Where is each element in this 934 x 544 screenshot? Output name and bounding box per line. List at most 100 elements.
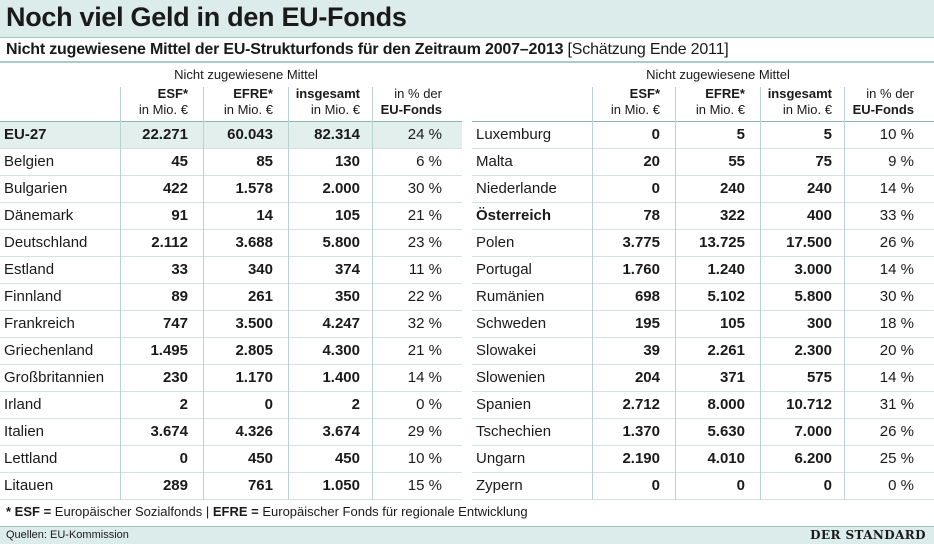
cell-pct: 15 % [407, 477, 442, 494]
country-name: Großbritannien [4, 369, 105, 386]
cell-pct: 32 % [407, 315, 442, 332]
cell-total: 17.500 [786, 234, 832, 251]
cell-pct: 14 % [879, 261, 914, 278]
table-row: Schweden 195 105 300 18 % [472, 311, 934, 338]
right-header-rule [472, 121, 934, 122]
right-col-header-total: insgesamt in Mio. € [750, 86, 832, 120]
cell-pct: 0 % [416, 396, 442, 413]
left-header-rule [0, 121, 462, 122]
page-title: Noch viel Geld in den EU-Fonds [6, 2, 407, 32]
cell-esf: 78 [643, 207, 660, 224]
cell-total: 350 [334, 288, 360, 305]
table-row: Polen 3.775 13.725 17.500 26 % [472, 230, 934, 257]
right-column-divider [844, 87, 845, 500]
cell-efre: 4.326 [235, 423, 273, 440]
country-name: Bulgarien [4, 180, 68, 197]
col-header-main: ESF* [157, 86, 188, 101]
source-text: Quellen: EU-Kommission [6, 529, 129, 541]
country-name: Niederlande [476, 180, 557, 197]
cell-efre: 340 [247, 261, 273, 278]
table-row: Estland 33 340 374 11 % [0, 257, 462, 284]
table-row: Italien 3.674 4.326 3.674 29 % [0, 419, 462, 446]
left-col-header-esf: ESF* in Mio. € [118, 86, 188, 120]
publisher-logo: DER STANDARD [810, 528, 926, 542]
col-header-main: insgesamt [767, 86, 832, 101]
cell-esf: 1.760 [622, 261, 660, 278]
country-name: Deutschland [4, 234, 88, 251]
cell-pct: 25 % [879, 450, 914, 467]
cell-efre: 240 [719, 180, 745, 197]
country-name: Italien [4, 423, 45, 440]
cell-total: 3.000 [794, 261, 832, 278]
cell-efre: 5.102 [707, 288, 745, 305]
table-row: Irland 2 0 2 0 % [0, 392, 462, 419]
cell-total: 10.712 [786, 396, 832, 413]
cell-efre: 60.043 [227, 126, 273, 143]
footnote-esf-label: * ESF = [6, 504, 52, 519]
country-name: Estland [4, 261, 55, 278]
left-group-header: Nicht zugewiesene Mittel [174, 67, 318, 82]
cell-esf: 3.775 [622, 234, 660, 251]
table-row: Finnland 89 261 350 22 % [0, 284, 462, 311]
cell-pct: 31 % [879, 396, 914, 413]
country-name: Slowakei [476, 342, 537, 359]
country-name: Schweden [476, 315, 547, 332]
cell-efre: 2.805 [235, 342, 273, 359]
cell-total: 2.000 [322, 180, 360, 197]
cell-pct: 11 % [408, 261, 442, 278]
table-row: Tschechien 1.370 5.630 7.000 26 % [472, 419, 934, 446]
country-name: Tschechien [476, 423, 552, 440]
country-name: Österreich [476, 207, 552, 224]
cell-pct: 30 % [407, 180, 442, 197]
cell-pct: 33 % [879, 207, 914, 224]
cell-total: 5.800 [794, 288, 832, 305]
right-col-header-pct: in % der EU-Fonds [840, 86, 914, 120]
right-column-divider [592, 87, 593, 500]
table-row: Rumänien 698 5.102 5.800 30 % [472, 284, 934, 311]
cell-pct: 30 % [879, 288, 914, 305]
table-row: Luxemburg 0 5 5 10 % [472, 122, 934, 149]
table-row: Portugal 1.760 1.240 3.000 14 % [472, 257, 934, 284]
cell-pct: 23 % [407, 234, 442, 251]
cell-total: 105 [334, 207, 360, 224]
cell-pct: 9 % [888, 153, 914, 170]
subtitle: Nicht zugewiesene Mittel der EU-Struktur… [6, 41, 729, 59]
cell-total: 450 [334, 450, 360, 467]
cell-pct: 22 % [407, 288, 442, 305]
cell-efre: 13.725 [699, 234, 745, 251]
cell-efre: 105 [719, 315, 745, 332]
country-name: Lettland [4, 450, 58, 467]
cell-esf: 289 [162, 477, 188, 494]
table-row: Deutschland 2.112 3.688 5.800 23 % [0, 230, 462, 257]
cell-total: 374 [334, 261, 360, 278]
source-bar: Quellen: EU-Kommission DER STANDARD [0, 526, 934, 544]
footnote-efre-label: EFRE = [212, 504, 259, 519]
table-row: Griechenland 1.495 2.805 4.300 21 % [0, 338, 462, 365]
col-header-main: EFRE* [705, 86, 745, 101]
left-column-divider [288, 87, 289, 500]
cell-total: 5.800 [322, 234, 360, 251]
cell-efre: 761 [247, 477, 273, 494]
cell-efre: 5.630 [707, 423, 745, 440]
cell-total: 82.314 [314, 126, 360, 143]
country-name: Luxemburg [476, 126, 552, 143]
cell-efre: 322 [719, 207, 745, 224]
cell-esf: 2.112 [151, 234, 188, 251]
left-column-divider [372, 87, 373, 500]
col-header-sub: in Mio. € [138, 102, 188, 117]
cell-efre: 2.261 [707, 342, 745, 359]
country-name: Irland [4, 396, 42, 413]
col-header-main: ESF* [629, 86, 660, 101]
cell-efre: 261 [247, 288, 273, 305]
table-row: Slowakei 39 2.261 2.300 20 % [472, 338, 934, 365]
cell-esf: 1.370 [622, 423, 660, 440]
table-row: Bulgarien 422 1.578 2.000 30 % [0, 176, 462, 203]
col-header-sub: in % der [394, 86, 442, 101]
cell-total: 75 [815, 153, 832, 170]
cell-pct: 26 % [879, 234, 914, 251]
right-col-header-efre: EFRE* in Mio. € [665, 86, 745, 120]
cell-efre: 5 [736, 126, 745, 143]
country-name: Slowenien [476, 369, 546, 386]
subtitle-bold: Nicht zugewiesene Mittel der EU-Struktur… [6, 41, 564, 58]
cell-esf: 1.495 [150, 342, 188, 359]
